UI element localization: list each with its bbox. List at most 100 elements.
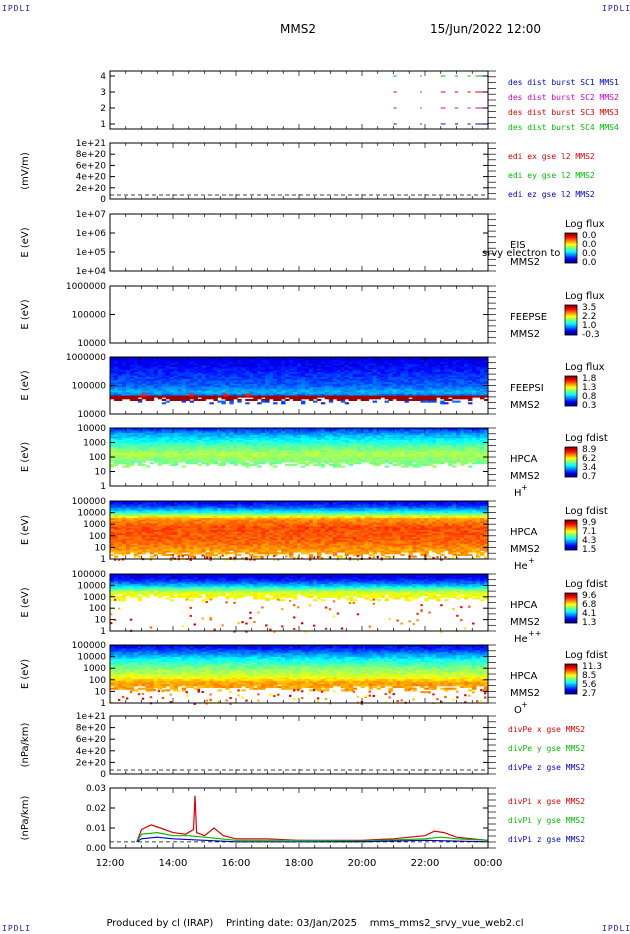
heatmap-cell <box>289 372 294 375</box>
heatmap-cell <box>241 453 246 456</box>
heatmap-cell <box>221 402 226 405</box>
heatmap-cell <box>245 457 250 460</box>
heatmap-cell <box>424 370 429 373</box>
heatmap-cell <box>416 445 421 448</box>
heatmap-cell <box>225 378 230 381</box>
heatmap-cell <box>300 368 306 371</box>
heatmap-cell <box>201 460 206 463</box>
heatmap-cell <box>185 372 190 375</box>
heatmap-cell <box>404 360 409 363</box>
heatmap-cell <box>185 362 190 365</box>
heatmap-cell <box>181 372 186 375</box>
heatmap-cell <box>153 358 159 361</box>
heatmap-cell <box>261 431 266 434</box>
heatmap-cell <box>412 463 417 466</box>
heatmap-cell <box>336 372 342 375</box>
heatmap-cell <box>436 439 441 443</box>
heatmap-cell <box>472 457 477 460</box>
heatmap-cell <box>197 458 202 461</box>
heatmap-cell <box>420 448 425 451</box>
heatmap-cell <box>133 398 139 401</box>
heatmap-cell <box>424 360 429 363</box>
heatmap-cell <box>269 372 274 375</box>
heatmap-cell <box>440 429 445 432</box>
heatmap-cell <box>372 380 377 383</box>
heatmap-cell <box>412 390 417 393</box>
heatmap-cell <box>320 387 326 390</box>
heatmap-cell <box>364 378 370 381</box>
heatmap-cell <box>237 385 242 388</box>
heatmap-cell <box>368 393 374 396</box>
heatmap-cell <box>360 368 366 371</box>
heatmap-cell <box>480 434 485 437</box>
heatmap-cell <box>157 373 163 376</box>
heatmap-cell <box>412 395 417 398</box>
heatmap-cell <box>348 463 354 466</box>
heatmap-cell <box>448 363 453 366</box>
colorbar-cell <box>565 247 577 249</box>
heatmap-cell <box>372 429 377 432</box>
heatmap-cell <box>324 448 330 451</box>
heatmap-cell <box>129 463 135 466</box>
heatmap-cell <box>217 429 222 432</box>
heatmap-cell <box>201 397 206 400</box>
heatmap-cell <box>360 373 366 376</box>
heatmap-cell <box>169 398 175 401</box>
heatmap-cell <box>145 385 151 388</box>
heatmap-cell <box>332 455 338 458</box>
heatmap-cell <box>332 462 338 465</box>
heatmap-cell <box>348 457 354 460</box>
heatmap-cell <box>348 375 354 378</box>
heatmap-cell <box>460 387 465 390</box>
heatmap-cell <box>324 458 330 461</box>
heatmap-cell <box>265 441 270 444</box>
heatmap-cell <box>400 378 405 381</box>
heatmap-cell <box>149 436 155 439</box>
heatmap-cell <box>165 368 171 371</box>
heatmap-cell <box>420 441 425 444</box>
heatmap-cell <box>420 398 425 401</box>
heatmap-cell <box>293 372 298 375</box>
heatmap-cell <box>484 433 489 436</box>
heatmap-cell <box>472 385 477 388</box>
heatmap-cell <box>245 360 250 363</box>
heatmap-cell <box>165 438 171 441</box>
heatmap-cell <box>189 357 194 360</box>
heatmap-cell <box>388 441 393 444</box>
heatmap-cell <box>484 362 489 365</box>
heatmap-cell <box>269 375 274 378</box>
heatmap-cell <box>269 443 274 446</box>
colorbar-cell <box>565 244 577 246</box>
heatmap-cell <box>161 455 167 458</box>
heatmap-cell <box>476 458 481 461</box>
colorbar-tick-label: 2.2 <box>582 312 596 322</box>
heatmap-cell <box>273 377 278 380</box>
heatmap-cell <box>452 392 457 395</box>
heatmap-cell <box>360 363 366 366</box>
heatmap-cell <box>273 373 278 376</box>
heatmap-cell <box>348 367 354 370</box>
heatmap-cell <box>396 436 401 439</box>
heatmap-cell <box>388 382 393 385</box>
heatmap-cell <box>320 365 326 368</box>
heatmap-cell <box>472 390 477 393</box>
heatmap-cell <box>261 393 266 396</box>
heatmap-cell <box>384 395 389 398</box>
heatmap-cell <box>368 357 374 360</box>
heatmap-cell <box>316 387 322 390</box>
heatmap-cell <box>464 434 469 437</box>
heatmap-cell <box>197 429 202 432</box>
heatmap-cell <box>348 446 354 449</box>
heatmap-cell <box>293 367 298 370</box>
heatmap-cell <box>277 429 282 432</box>
heatmap-cell <box>281 360 286 363</box>
heatmap-cell <box>257 362 262 365</box>
heatmap-cell <box>165 439 171 443</box>
heatmap-cell <box>217 390 222 393</box>
heatmap-cell <box>113 445 119 448</box>
colorbar-frame <box>564 232 578 264</box>
heatmap-cell <box>193 375 198 378</box>
heatmap-cell <box>316 428 322 431</box>
heatmap-cell <box>476 431 481 434</box>
heatmap-cell <box>185 448 190 451</box>
